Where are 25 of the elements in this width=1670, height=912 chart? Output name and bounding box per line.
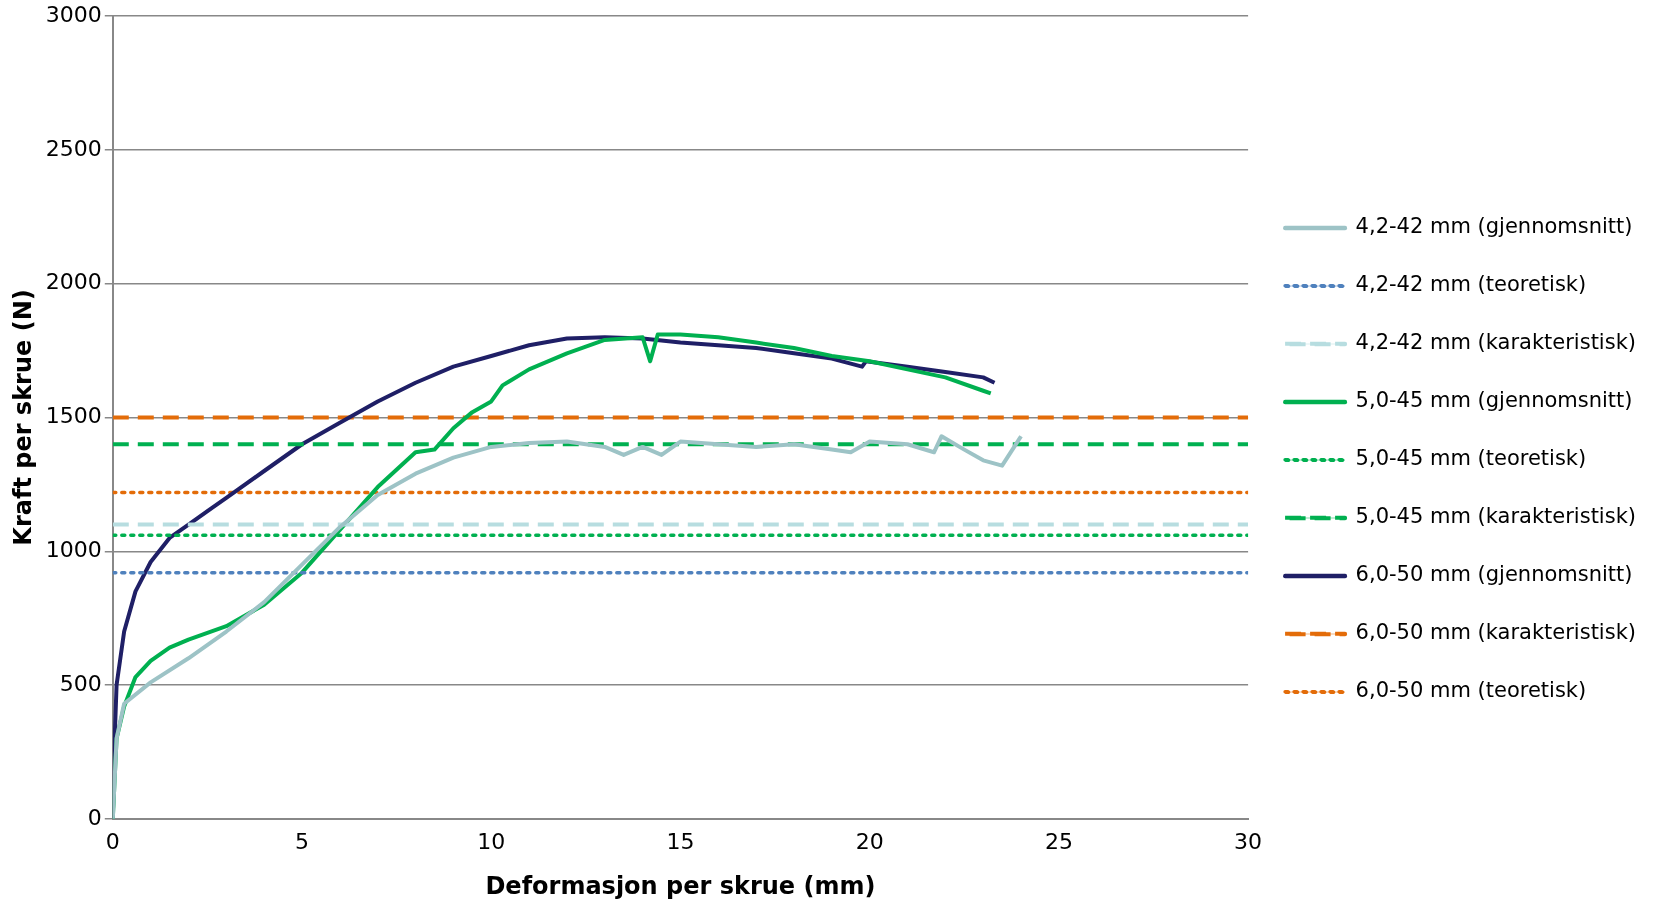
y-tick-label: 3000 [45, 1, 102, 27]
x-axis-title: Deformasjon per skrue (mm) [485, 871, 876, 900]
legend-label: 6,0-50 mm (gjennomsnitt) [1355, 562, 1633, 587]
x-tick-label: 5 [295, 828, 310, 854]
legend-label: 6,0-50 mm (teoretisk) [1355, 678, 1587, 703]
y-tick-label: 0 [87, 804, 102, 830]
y-axis-title: Kraft per skrue (N) [8, 289, 37, 546]
y-tick-label: 2000 [45, 269, 102, 295]
legend-label: 5,0-45 mm (gjennomsnitt) [1355, 388, 1633, 413]
x-tick-label: 20 [855, 828, 884, 854]
legend-label: 6,0-50 mm (karakteristisk) [1355, 620, 1636, 645]
x-tick-label: 0 [105, 828, 120, 854]
y-tick-label: 2500 [45, 135, 102, 161]
x-tick-label: 10 [477, 828, 506, 854]
y-tick-label: 1000 [45, 536, 102, 562]
x-tick-label: 15 [666, 828, 695, 854]
x-tick-label: 25 [1044, 828, 1073, 854]
legend-label: 4,2-42 mm (karakteristisk) [1355, 330, 1636, 355]
legend-label: 5,0-45 mm (karakteristisk) [1355, 504, 1636, 529]
y-tick-label: 1500 [45, 403, 102, 429]
y-tick-label: 500 [59, 670, 102, 696]
legend-label: 5,0-45 mm (teoretisk) [1355, 446, 1587, 471]
legend-label: 4,2-42 mm (teoretisk) [1355, 272, 1587, 297]
legend-label: 4,2-42 mm (gjennomsnitt) [1355, 214, 1633, 239]
x-tick-label: 30 [1234, 828, 1263, 854]
